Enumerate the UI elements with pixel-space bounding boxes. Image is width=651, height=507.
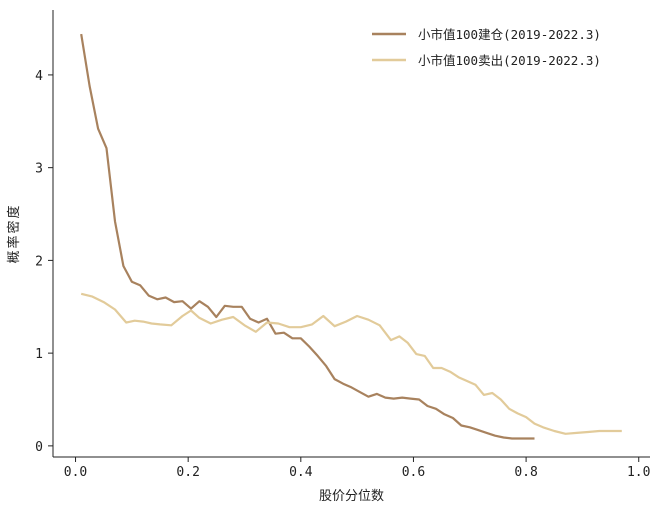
- y-tick-label: 4: [35, 69, 43, 84]
- y-axis-label: 概率密度: [6, 203, 22, 263]
- x-tick-label: 0.0: [64, 465, 87, 480]
- series-line-2: [80, 292, 622, 435]
- legend-label-2: 小市值100卖出(2019-2022.3): [418, 53, 601, 68]
- axes: [52, 10, 650, 458]
- y-tick-label: 1: [35, 347, 43, 362]
- x-tick-label: 0.8: [514, 465, 537, 480]
- x-ticks: 0.0 0.2 0.4 0.6 0.8 1.0: [64, 457, 650, 480]
- legend: 小市值100建仓(2019-2022.3) 小市值100卖出(2019-2022.…: [372, 27, 601, 68]
- x-tick-label: 0.2: [176, 465, 199, 480]
- series-group: [80, 33, 622, 440]
- y-ticks: 0 1 2 3 4: [35, 69, 53, 455]
- x-axis-label: 股价分位数: [319, 489, 384, 504]
- y-tick-label: 3: [35, 162, 43, 177]
- x-tick-label: 0.6: [402, 465, 425, 480]
- x-tick-label: 1.0: [627, 465, 650, 480]
- x-tick-label: 0.4: [289, 465, 313, 480]
- y-tick-label: 2: [35, 254, 43, 269]
- series-line-1: [80, 33, 535, 440]
- legend-label-1: 小市值100建仓(2019-2022.3): [418, 27, 601, 42]
- y-tick-label: 0: [35, 440, 43, 455]
